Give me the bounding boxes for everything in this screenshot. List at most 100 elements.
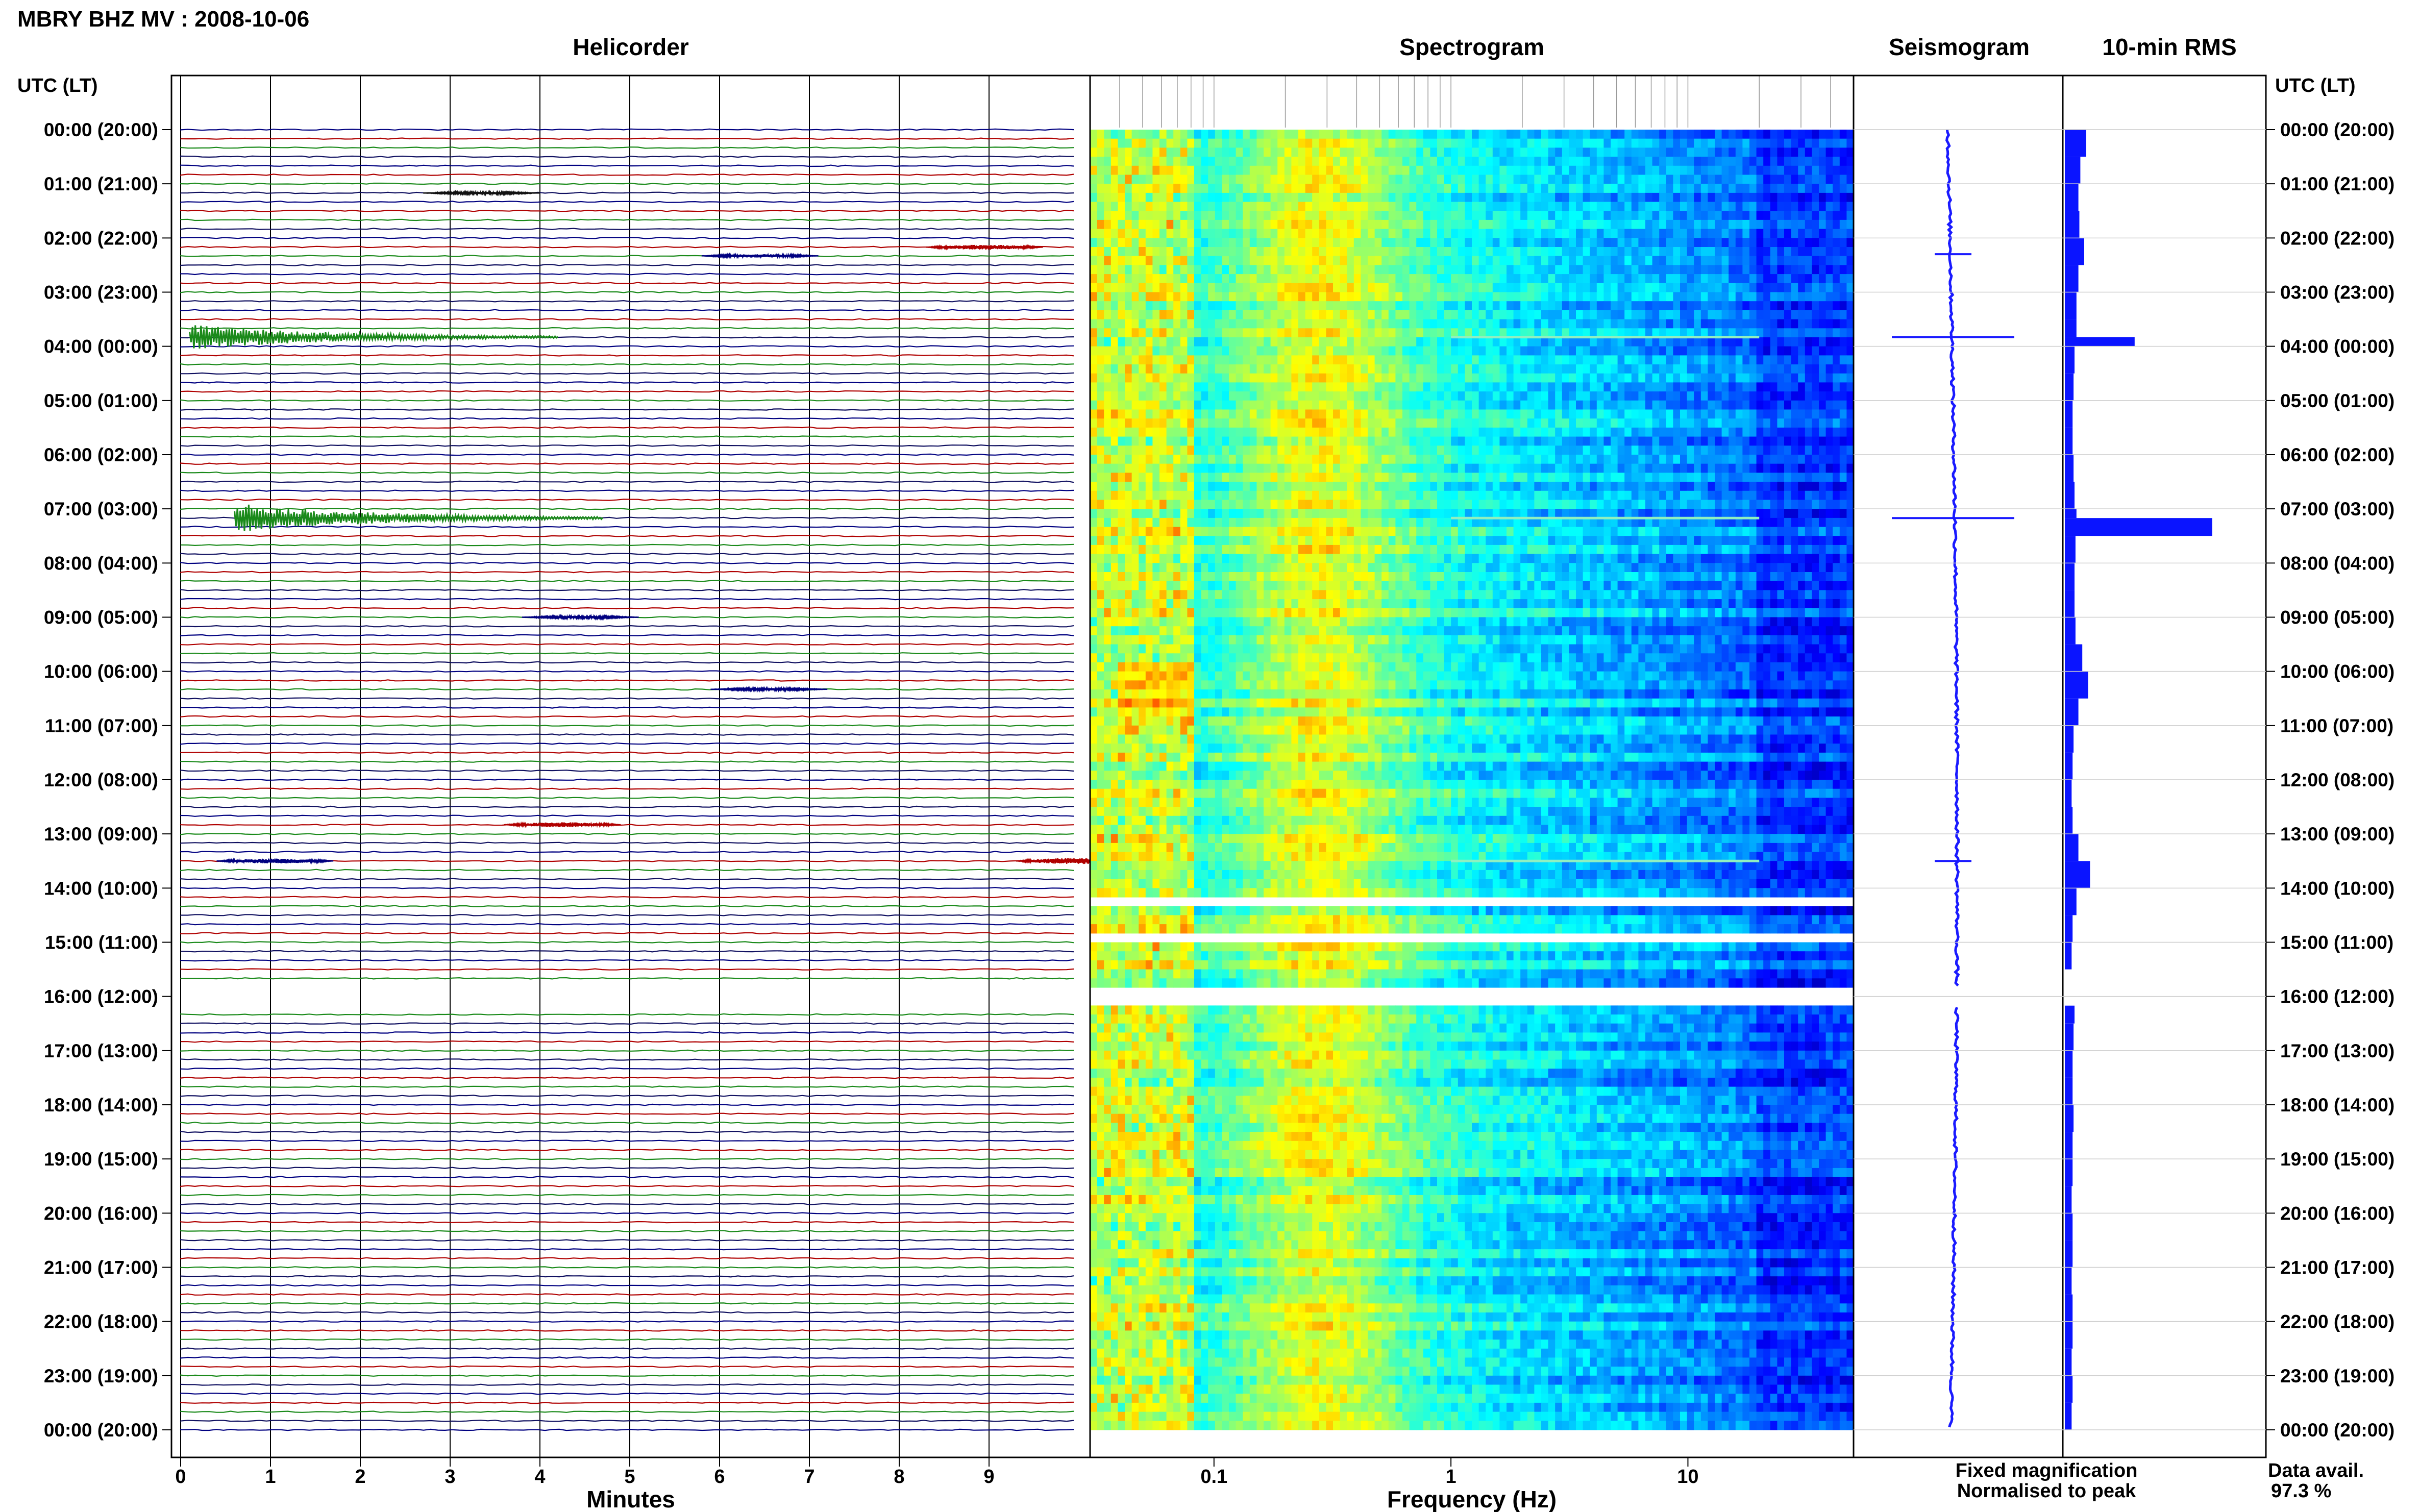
spectrogram-cell: [1361, 211, 1368, 220]
spectrogram-cell: [1229, 157, 1237, 166]
spectrogram-cell: [1166, 192, 1174, 203]
spectrogram-cell: [1430, 157, 1438, 166]
spectrogram-cell: [1347, 445, 1354, 455]
spectrogram-cell: [1187, 400, 1195, 410]
spectrogram-cell: [1264, 391, 1271, 401]
spectrogram-cell: [1430, 229, 1438, 238]
spectrogram-cell: [1215, 328, 1222, 338]
spectrogram-cell: [1520, 256, 1528, 265]
spectrogram-cell: [1735, 301, 1743, 311]
spectrogram-cell: [1513, 455, 1521, 464]
spectrogram-cell: [1277, 355, 1285, 365]
spectrogram-cell: [1145, 482, 1153, 491]
spectrogram-cell: [1090, 373, 1098, 383]
spectrogram-cell: [1507, 473, 1514, 482]
spectrogram-cell: [1666, 328, 1673, 338]
spectrogram-cell: [1742, 283, 1750, 293]
spectrogram-cell: [1791, 455, 1798, 464]
helicorder-trace: [180, 1040, 1074, 1043]
spectrogram-cell: [1680, 147, 1688, 157]
spectrogram-cell: [1430, 184, 1438, 193]
spectrogram-cell: [1374, 310, 1382, 320]
spectrogram-cell: [1312, 219, 1320, 230]
spectrogram-cell: [1187, 473, 1195, 482]
spectrogram-cell: [1721, 355, 1729, 365]
spectrogram-cell: [1361, 319, 1368, 329]
spectrogram-cell: [1596, 238, 1604, 247]
helicorder-trace: [180, 851, 1074, 853]
spectrogram-cell: [1333, 490, 1341, 501]
spectrogram-cell: [1590, 455, 1597, 464]
spectrogram-cell: [1201, 328, 1208, 338]
helicorder-trace: [180, 805, 1074, 808]
spectrogram-cell: [1645, 229, 1653, 238]
helicorder-trace: [180, 381, 1074, 384]
spectrogram-cell: [1729, 292, 1736, 302]
spectrogram-cell: [1110, 455, 1118, 464]
spectrogram-cell: [1152, 202, 1160, 211]
spectrogram-cell: [1527, 247, 1535, 257]
spectrogram-cell: [1353, 427, 1361, 437]
spectrogram-cell: [1583, 138, 1590, 148]
spectrogram-cell: [1465, 310, 1472, 320]
spectrogram-cell: [1270, 319, 1278, 329]
spectrogram-cell: [1569, 238, 1576, 247]
spectrogram-cell: [1534, 364, 1542, 374]
spectrogram-cell: [1416, 509, 1424, 518]
spectrogram-cell: [1742, 265, 1750, 275]
spectrogram-cell: [1791, 328, 1798, 338]
spectrogram-cell: [1576, 265, 1584, 275]
spectrogram-cell: [1430, 147, 1438, 157]
spectrogram-cell: [1812, 355, 1819, 365]
spectrogram-cell: [1437, 301, 1445, 311]
spectrogram-cell: [1742, 292, 1750, 302]
spectrogram-cell: [1770, 319, 1778, 329]
spectrogram-cell: [1312, 455, 1320, 464]
helicorder-trace: [180, 318, 1074, 320]
spectrogram-cell: [1381, 455, 1389, 464]
spectrogram-cell: [1326, 346, 1334, 356]
spectrogram-cell: [1090, 274, 1098, 284]
spectrogram-cell: [1201, 427, 1208, 437]
spectrogram-cell: [1569, 157, 1576, 166]
spectrogram-cell: [1784, 238, 1792, 247]
spectrogram-cell: [1729, 165, 1736, 176]
spectrogram-cell: [1173, 229, 1181, 238]
spectrogram-cell: [1166, 283, 1174, 293]
spectrogram-cell: [1243, 165, 1250, 176]
spectrogram-cell: [1201, 256, 1208, 265]
spectrogram-cell: [1846, 391, 1854, 401]
spectrogram-cell: [1402, 346, 1410, 356]
spectrogram-cell: [1194, 238, 1202, 247]
spectrogram-cell: [1284, 175, 1292, 184]
spectrogram-cell: [1298, 500, 1306, 509]
spectrogram-cell: [1659, 256, 1667, 265]
spectrogram-cell: [1603, 147, 1611, 157]
spectrogram-cell: [1423, 319, 1430, 329]
spectrogram-cell: [1798, 229, 1806, 238]
spectrogram-cell: [1492, 346, 1500, 356]
spectrogram-cell: [1499, 310, 1507, 320]
spectrogram-cell: [1159, 247, 1167, 257]
spectrogram-cell: [1229, 373, 1237, 383]
spectrogram-cell: [1208, 409, 1216, 419]
spectrogram-cell: [1472, 157, 1479, 166]
helicorder-trace: [180, 869, 1074, 872]
spectrogram-cell: [1131, 283, 1139, 293]
helicorder-trace: [180, 354, 1074, 357]
spectrogram-cell: [1507, 482, 1514, 491]
spectrogram-cell: [1312, 517, 1320, 528]
spectrogram-cell: [1486, 509, 1493, 518]
spectrogram-cell: [1340, 500, 1347, 509]
spectrogram-cell: [1742, 427, 1750, 437]
spectrogram-cell: [1749, 409, 1757, 419]
spectrogram-cell: [1229, 500, 1237, 509]
spectrogram-cell: [1756, 337, 1764, 347]
spectrogram-cell: [1486, 147, 1493, 157]
spectrogram-cell: [1104, 391, 1112, 401]
spectrogram-cell: [1590, 373, 1597, 383]
spectrogram-cell: [1673, 283, 1681, 293]
spectrogram-cell: [1763, 355, 1771, 365]
spectrogram-cell: [1194, 219, 1202, 230]
spectrogram-cell: [1353, 247, 1361, 257]
